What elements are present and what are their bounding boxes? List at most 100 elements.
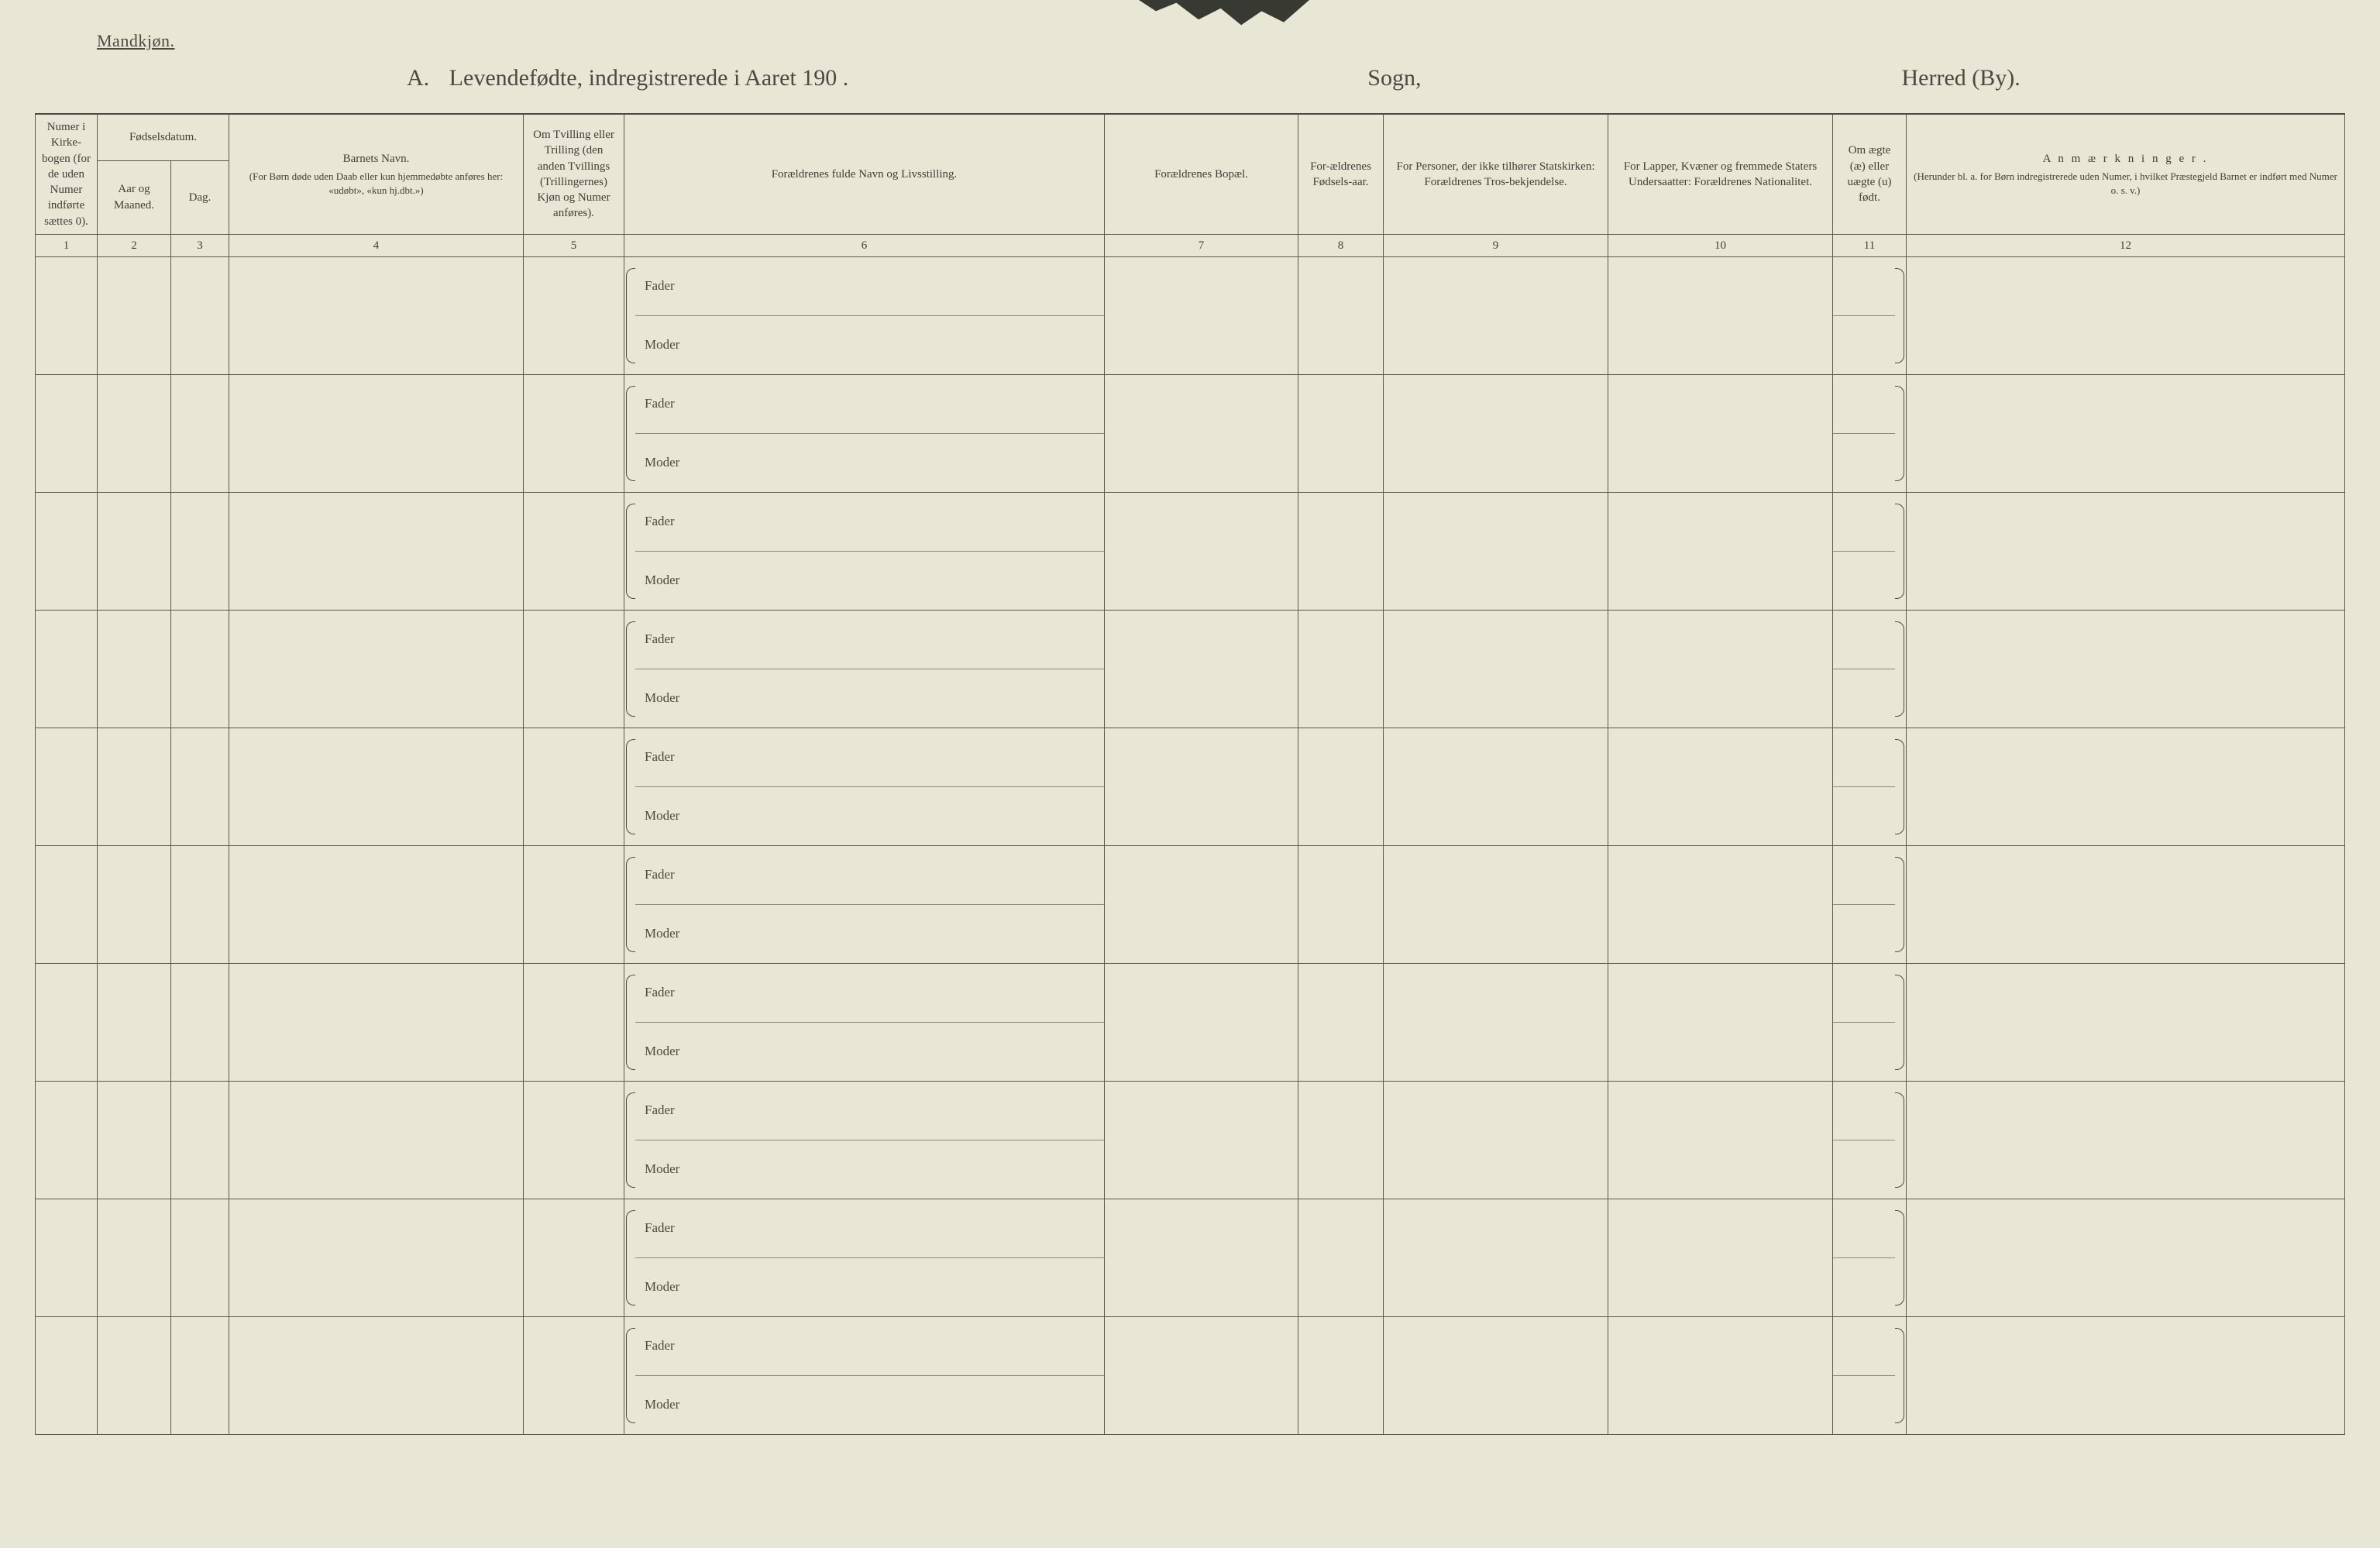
table-row: FaderModer — [36, 611, 2345, 728]
cell-col11 — [1833, 375, 1907, 493]
register-page: Mandkjøn. A. Levendefødte, indregistrere… — [35, 31, 2345, 1517]
left-brace — [624, 493, 635, 610]
right-brace — [1895, 375, 1906, 492]
cell-col1 — [36, 375, 98, 493]
cell-col8 — [1298, 1317, 1384, 1435]
legitimacy-block — [1833, 728, 1906, 845]
legitimacy-line-2 — [1833, 1140, 1895, 1199]
cell-col11 — [1833, 1317, 1907, 1435]
cell-col10 — [1608, 1317, 1833, 1435]
parents-block: FaderModer — [624, 1199, 1104, 1316]
col-header-7: Forældrenes Bopæl. — [1105, 114, 1298, 234]
cell-col6: FaderModer — [624, 611, 1105, 728]
col-header-date-group: Fødselsdatum. — [98, 114, 229, 160]
father-label: Fader — [635, 728, 1104, 787]
cell-col10 — [1608, 964, 1833, 1082]
cell-col2 — [98, 493, 171, 611]
col-num-6: 6 — [624, 234, 1105, 256]
col-header-8: For-ældrenes Fødsels-aar. — [1298, 114, 1384, 234]
cell-col2 — [98, 375, 171, 493]
cell-col12 — [1907, 728, 2345, 846]
title-text: Levendefødte, indregistrerede i Aaret 19… — [449, 65, 849, 91]
cell-col11 — [1833, 611, 1907, 728]
table-row: FaderModer — [36, 1317, 2345, 1435]
cell-col7 — [1105, 375, 1298, 493]
cell-col8 — [1298, 964, 1384, 1082]
cell-col6: FaderModer — [624, 1199, 1105, 1317]
cell-col4 — [229, 728, 524, 846]
parents-block: FaderModer — [624, 375, 1104, 492]
col-header-5: Om Tvilling eller Trilling (den anden Tv… — [524, 114, 624, 234]
cell-col7 — [1105, 257, 1298, 375]
cell-col5 — [524, 846, 624, 964]
col-header-9: For Personer, der ikke tilhører Statskir… — [1384, 114, 1608, 234]
cell-col5 — [524, 257, 624, 375]
legitimacy-line-2 — [1833, 905, 1895, 963]
cell-col9 — [1384, 964, 1608, 1082]
col-header-4: Barnets Navn. (For Børn døde uden Daab e… — [229, 114, 524, 234]
table-row: FaderModer — [36, 493, 2345, 611]
father-label: Fader — [635, 257, 1104, 316]
col-header-1: Numer i Kirke-bogen (for de uden Numer i… — [36, 114, 98, 234]
cell-col5 — [524, 1082, 624, 1199]
cell-col10 — [1608, 1199, 1833, 1317]
cell-col9 — [1384, 728, 1608, 846]
father-label: Fader — [635, 1199, 1104, 1258]
left-brace — [624, 1199, 635, 1316]
col-header-4-sub: (For Børn døde uden Daab eller kun hjemm… — [236, 170, 517, 197]
right-brace — [1895, 1082, 1906, 1199]
cell-col6: FaderModer — [624, 493, 1105, 611]
cell-col7 — [1105, 611, 1298, 728]
col-num-1: 1 — [36, 234, 98, 256]
herred-label: Herred (By). — [1901, 65, 2020, 91]
cell-col10 — [1608, 846, 1833, 964]
col-num-4: 4 — [229, 234, 524, 256]
cell-col9 — [1384, 493, 1608, 611]
table-row: FaderModer — [36, 964, 2345, 1082]
cell-col1 — [36, 964, 98, 1082]
cell-col4 — [229, 1317, 524, 1435]
cell-col2 — [98, 964, 171, 1082]
legitimacy-line-1 — [1833, 257, 1895, 316]
cell-col7 — [1105, 728, 1298, 846]
cell-col9 — [1384, 611, 1608, 728]
cell-col3 — [171, 1082, 229, 1199]
paper-torn-edge — [1139, 0, 1309, 28]
legitimacy-line-1 — [1833, 846, 1895, 905]
legitimacy-line-1 — [1833, 728, 1895, 787]
page-title: A. Levendefødte, indregistrerede i Aaret… — [407, 65, 848, 91]
cell-col4 — [229, 964, 524, 1082]
col-header-10: For Lapper, Kvæner og fremmede Staters U… — [1608, 114, 1833, 234]
cell-col1 — [36, 493, 98, 611]
legitimacy-line-1 — [1833, 1199, 1895, 1258]
cell-col9 — [1384, 257, 1608, 375]
legitimacy-block — [1833, 257, 1906, 374]
cell-col7 — [1105, 1199, 1298, 1317]
cell-col3 — [171, 257, 229, 375]
cell-col9 — [1384, 846, 1608, 964]
father-label: Fader — [635, 846, 1104, 905]
cell-col1 — [36, 1082, 98, 1199]
legitimacy-line-2 — [1833, 1258, 1895, 1316]
cell-col5 — [524, 1199, 624, 1317]
cell-col1 — [36, 611, 98, 728]
cell-col12 — [1907, 1082, 2345, 1199]
cell-col12 — [1907, 257, 2345, 375]
cell-col7 — [1105, 493, 1298, 611]
cell-col10 — [1608, 728, 1833, 846]
table-row: FaderModer — [36, 1199, 2345, 1317]
legitimacy-line-1 — [1833, 1317, 1895, 1376]
mother-label: Moder — [635, 1258, 1104, 1316]
parents-block: FaderModer — [624, 728, 1104, 845]
cell-col12 — [1907, 1199, 2345, 1317]
mother-label: Moder — [635, 434, 1104, 492]
legitimacy-line-1 — [1833, 1082, 1895, 1140]
mother-label: Moder — [635, 1023, 1104, 1081]
cell-col3 — [171, 375, 229, 493]
col-num-8: 8 — [1298, 234, 1384, 256]
cell-col5 — [524, 964, 624, 1082]
legitimacy-block — [1833, 1082, 1906, 1199]
cell-col9 — [1384, 375, 1608, 493]
right-brace — [1895, 728, 1906, 845]
sogn-label: Sogn, — [1367, 65, 1421, 91]
